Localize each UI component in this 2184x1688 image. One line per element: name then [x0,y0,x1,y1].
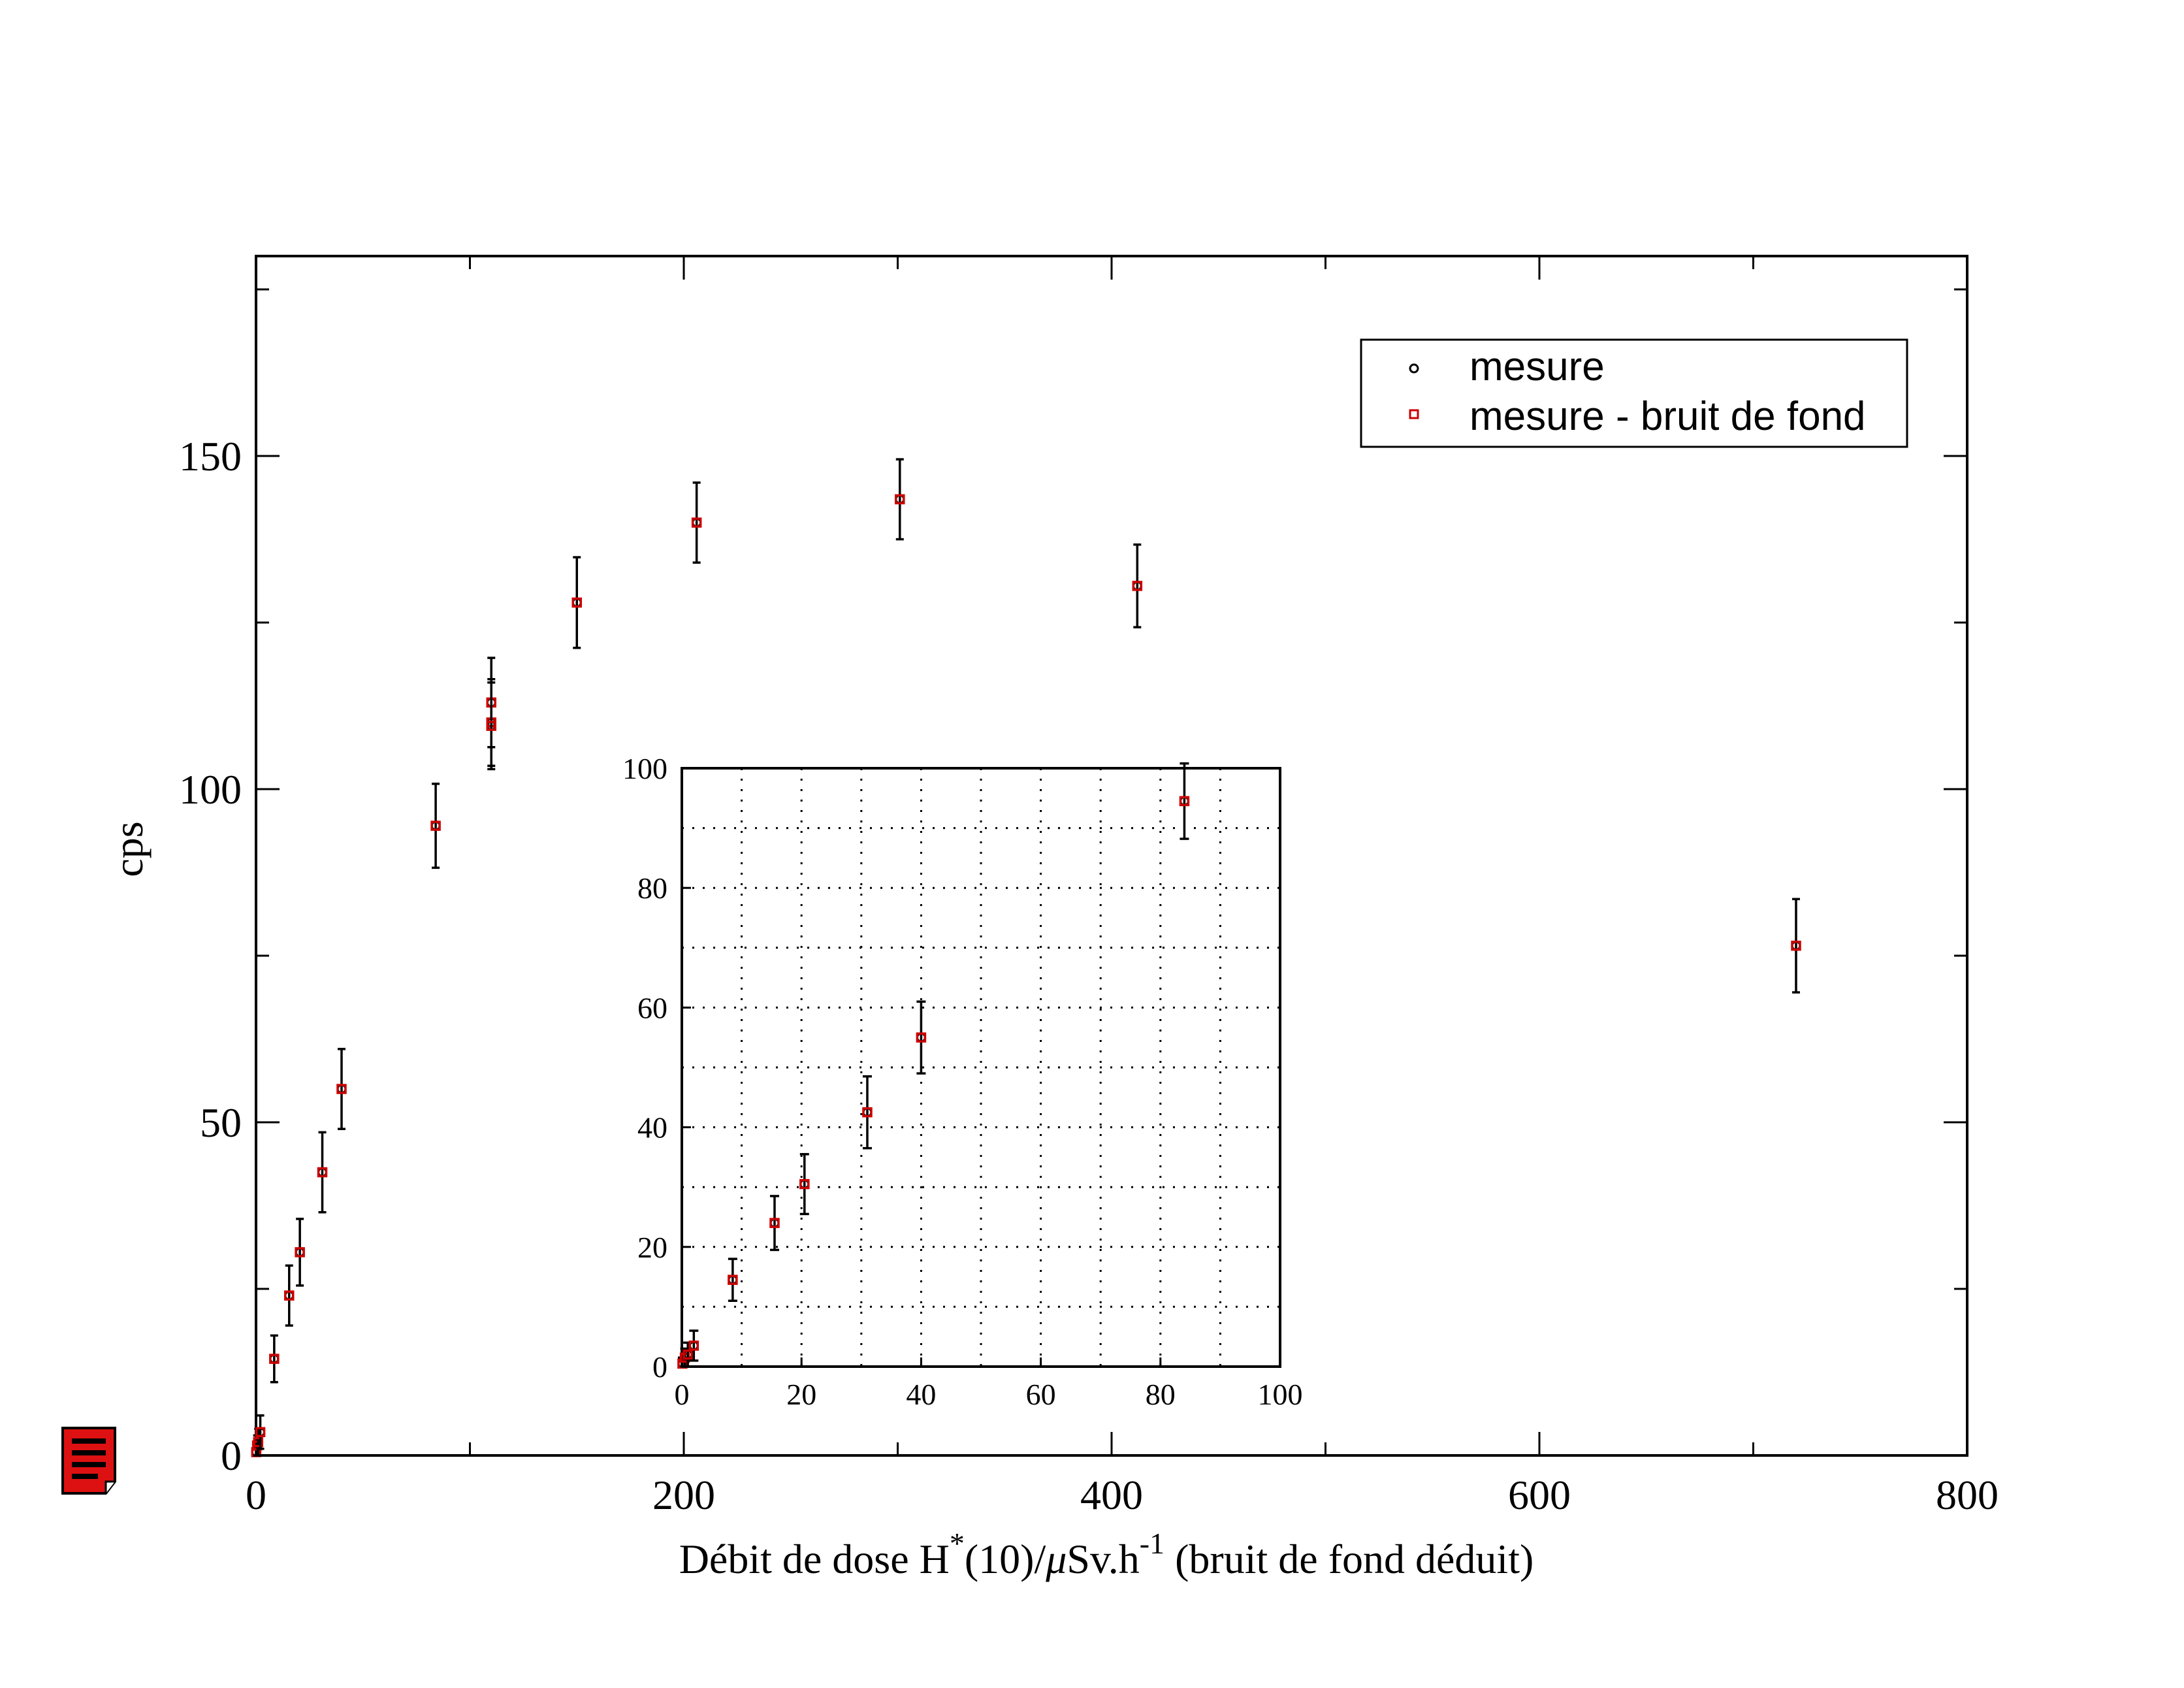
y-tick-label: 0 [221,1433,242,1479]
point-mesure-bruit-de-fond [255,1427,266,1438]
legend-marker-mesure [1409,363,1419,374]
inset-y-tick-label: 40 [637,1111,667,1144]
inset-x-tick-label: 80 [1146,1378,1176,1411]
point-mesure-bruit-de-fond [1791,940,1801,951]
point-mesure-bruit-de-fond [336,1084,347,1094]
inset-x-tick-label: 100 [1258,1378,1303,1411]
point-mesure-bruit-de-fond [916,1032,927,1043]
point-mesure-bruit-de-fond [486,721,496,731]
inset-y-tick-label: 100 [622,752,667,785]
point-mesure-bruit-de-fond [253,1436,264,1448]
inset-background [682,768,1280,1367]
x-axis-title-part-b: (10)/ [965,1536,1046,1582]
legend: mesure mesure - bruit de fond [1360,338,1908,448]
point-mesure-bruit-de-fond [769,1218,780,1228]
point-mesure-bruit-de-fond [728,1274,738,1285]
inset-x-tick-label: 60 [1026,1378,1056,1411]
note-icon[interactable] [60,1425,119,1496]
point-mesure-bruit-de-fond [682,1349,693,1360]
inset-y-tick-label: 0 [652,1350,667,1384]
point-mesure-bruit-de-fond [269,1354,280,1364]
inset-x-tick-label: 20 [786,1378,816,1411]
point-mesure-bruit-de-fond [284,1290,295,1301]
x-axis-title-part-a: Débit de dose H [679,1536,950,1582]
inset-y-tick-label: 20 [637,1231,667,1264]
point-mesure-bruit-de-fond [317,1167,328,1178]
point-mesure-bruit-de-fond [862,1107,873,1118]
point-mesure-bruit-de-fond [1179,796,1190,807]
point-mesure-bruit-de-fond [295,1247,305,1258]
point-mesure-bruit-de-fond [430,820,441,831]
x-axis-title-part-c: Sv.h [1067,1536,1139,1582]
inset-frame [681,767,1281,1368]
x-tick-label: 800 [1936,1472,1999,1518]
inset-x-tick-label: 0 [675,1378,690,1411]
x-axis-title-sup1: * [950,1527,965,1560]
axis-titles: cps Débit de dose H*(10)/μSv.h-1 (bruit … [105,821,1534,1582]
x-tick-label: 400 [1080,1472,1143,1518]
point-mesure-bruit-de-fond [688,1340,699,1351]
x-axis-title-part-d: (bruit de fond déduit) [1164,1536,1534,1582]
inset-plot: 0 20 40 60 80 100 0 20 40 60 80 100 [622,752,1303,1411]
y-tick-label: 50 [200,1099,242,1146]
x-tick-label: 0 [246,1472,266,1518]
x-axis-title: Débit de dose H*(10)/μSv.h-1 (bruit de f… [679,1527,1534,1582]
x-tick-label: 200 [652,1472,715,1518]
point-mesure-bruit-de-fond [1132,581,1143,591]
legend-box [1360,338,1908,448]
y-axis-title: cps [105,821,152,877]
inset-y-tick-label: 80 [637,871,667,905]
y-tick-label: 150 [179,433,242,479]
point-mesure-bruit-de-fond [571,597,582,608]
x-axis-title-sup2: -1 [1140,1527,1164,1560]
legend-marker-mesure-bruit-de-fond [1409,409,1419,419]
y-tick-label: 100 [179,766,242,813]
legend-label-mesure: mesure [1469,344,1605,389]
legend-label-mesure-bruit-de-fond: mesure - bruit de fond [1469,394,1866,439]
point-mesure-bruit-de-fond [895,494,905,505]
x-axis-title-mu: μ [1045,1536,1067,1582]
point-mesure-bruit-de-fond [799,1178,810,1190]
inset-y-tick-label: 60 [637,991,667,1024]
point-mesure-bruit-de-fond [691,517,702,528]
inset-x-tick-label: 40 [906,1378,936,1411]
x-tick-label: 600 [1508,1472,1571,1518]
